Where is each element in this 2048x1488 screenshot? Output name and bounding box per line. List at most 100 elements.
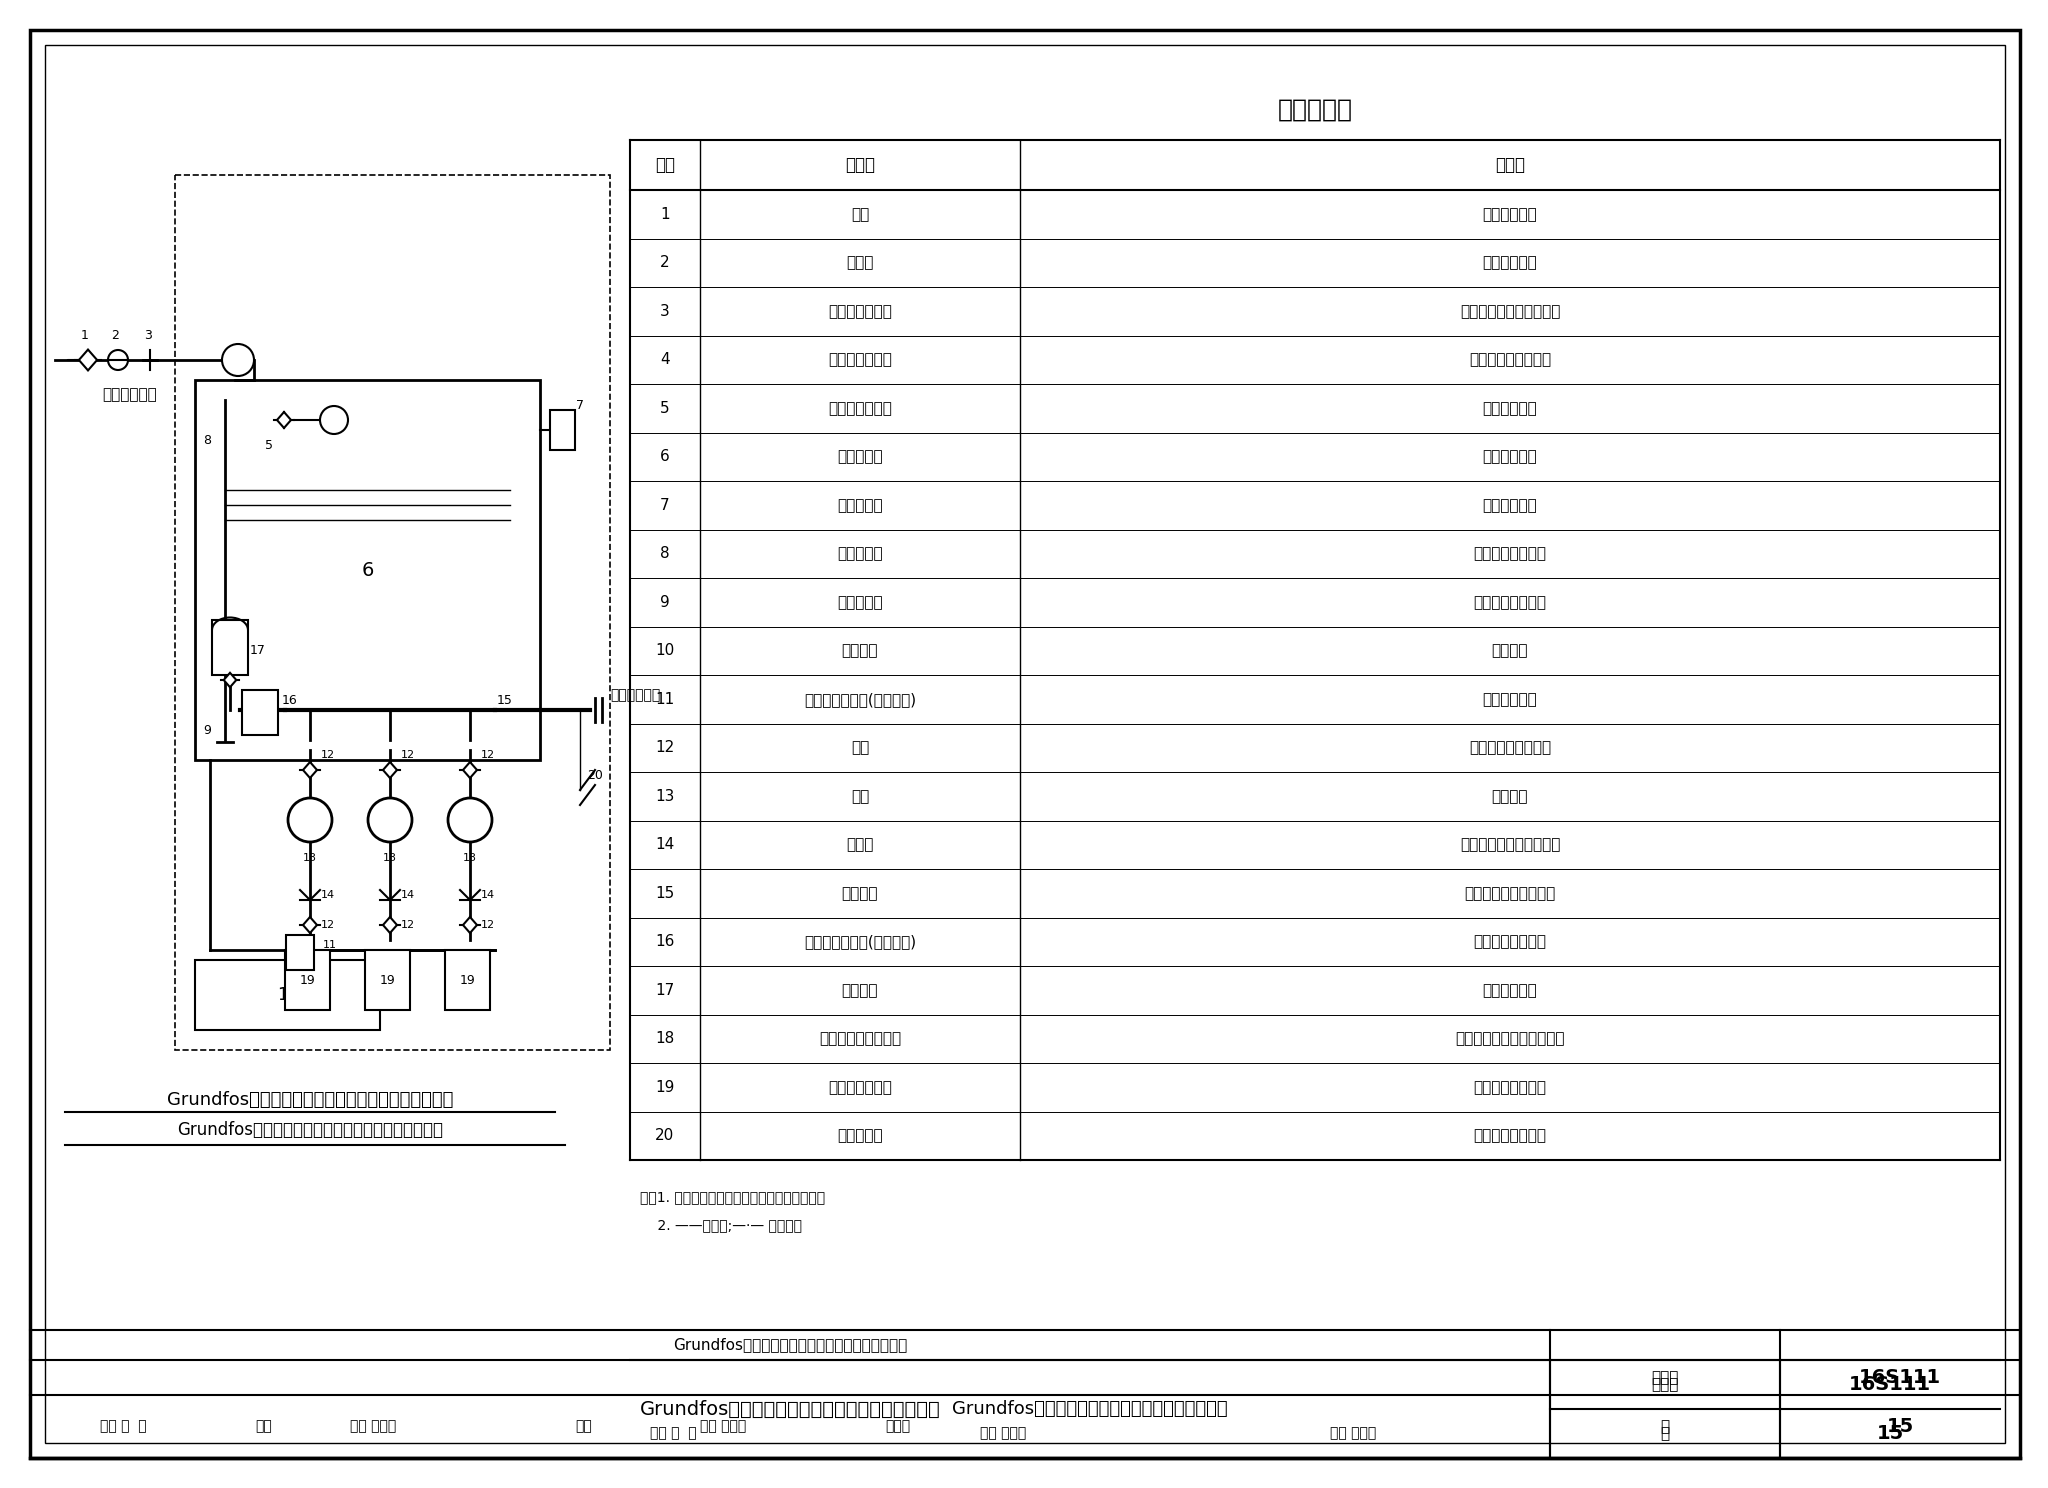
Text: 出水压力传感器(带压力表): 出水压力传感器(带压力表) bbox=[805, 934, 915, 949]
Text: 图集号: 图集号 bbox=[1651, 1376, 1679, 1391]
Text: 15: 15 bbox=[655, 885, 674, 900]
Text: 16S111: 16S111 bbox=[1860, 1367, 1942, 1387]
Text: 水箱超高液位溢流: 水箱超高液位溢流 bbox=[1473, 546, 1546, 561]
Text: 12: 12 bbox=[401, 920, 416, 930]
Text: 隔振、便于管路拆卸检修: 隔振、便于管路拆卸检修 bbox=[1460, 304, 1561, 318]
Polygon shape bbox=[276, 412, 291, 429]
Text: 不锈钢滤网: 不锈钢滤网 bbox=[838, 595, 883, 610]
Text: 检测水箱水位: 检测水箱水位 bbox=[1483, 498, 1538, 513]
Text: 2: 2 bbox=[659, 256, 670, 271]
Text: 审核 杜  鹏: 审核 杜 鹏 bbox=[100, 1420, 147, 1433]
Text: 15: 15 bbox=[1886, 1417, 1913, 1436]
Text: 9: 9 bbox=[203, 723, 211, 737]
Text: 19: 19 bbox=[655, 1080, 674, 1095]
Text: 7: 7 bbox=[575, 399, 584, 412]
Text: 页: 页 bbox=[1661, 1420, 1669, 1434]
Text: 杠鸣: 杠鸣 bbox=[256, 1420, 272, 1433]
Text: Grundfos系列全变频恒压供水设备组成及控制原理: Grundfos系列全变频恒压供水设备组成及控制原理 bbox=[674, 1338, 907, 1353]
Text: 1: 1 bbox=[659, 207, 670, 222]
Text: Grundfos系列全变频恒压供水设备组成及控制原理: Grundfos系列全变频恒压供水设备组成及控制原理 bbox=[639, 1400, 940, 1418]
Text: 7: 7 bbox=[659, 498, 670, 513]
Bar bbox=[287, 934, 313, 970]
Text: 11: 11 bbox=[324, 940, 338, 949]
Circle shape bbox=[221, 344, 254, 376]
Text: 注：1. 图中虚线框内为厂家成套设备供货范围。: 注：1. 图中虚线框内为厂家成套设备供货范围。 bbox=[639, 1190, 825, 1204]
Text: 12: 12 bbox=[322, 920, 336, 930]
Text: 过滤器: 过滤器 bbox=[846, 256, 874, 271]
Text: 14: 14 bbox=[481, 890, 496, 900]
Text: 液位传感器: 液位传感器 bbox=[838, 498, 883, 513]
Text: 水泵进、出水控制阀: 水泵进、出水控制阀 bbox=[1468, 740, 1550, 756]
Polygon shape bbox=[463, 762, 477, 778]
Polygon shape bbox=[303, 762, 317, 778]
Text: M: M bbox=[233, 354, 244, 366]
Text: 校对 刘旭军: 校对 刘旭军 bbox=[350, 1420, 395, 1433]
Polygon shape bbox=[285, 949, 330, 1010]
Text: 12: 12 bbox=[655, 740, 674, 756]
Text: 16S111: 16S111 bbox=[1849, 1375, 1931, 1394]
Polygon shape bbox=[383, 917, 397, 933]
Text: 校对 刘旭军: 校对 刘旭军 bbox=[981, 1427, 1026, 1440]
Text: 水泵吸水: 水泵吸水 bbox=[1491, 643, 1528, 658]
Text: 19: 19 bbox=[299, 973, 315, 987]
Text: 2: 2 bbox=[111, 329, 119, 342]
Text: 主要部件表: 主要部件表 bbox=[1278, 98, 1352, 122]
Text: 水泵: 水泵 bbox=[850, 789, 868, 804]
Circle shape bbox=[109, 350, 127, 371]
Text: 名　称: 名 称 bbox=[846, 156, 874, 174]
Text: 6: 6 bbox=[659, 449, 670, 464]
Text: 10: 10 bbox=[266, 964, 283, 976]
Text: 设计 杨昀昀: 设计 杨昀昀 bbox=[700, 1420, 745, 1433]
Text: 18: 18 bbox=[276, 987, 299, 1004]
Text: 12: 12 bbox=[481, 750, 496, 760]
Text: 17: 17 bbox=[250, 643, 266, 656]
Polygon shape bbox=[195, 379, 541, 760]
Polygon shape bbox=[463, 917, 477, 933]
Text: 阀门: 阀门 bbox=[850, 207, 868, 222]
Text: 防止用户管网压力水回流: 防止用户管网压力水回流 bbox=[1460, 838, 1561, 853]
Text: 智能水泵专用控制柜: 智能水泵专用控制柜 bbox=[819, 1031, 901, 1046]
Text: 16: 16 bbox=[283, 693, 297, 707]
Text: 8: 8 bbox=[203, 433, 211, 446]
Text: 4: 4 bbox=[659, 353, 670, 368]
Text: 接自供水管网: 接自供水管网 bbox=[102, 387, 158, 402]
Text: 水箱溢流管: 水箱溢流管 bbox=[838, 546, 883, 561]
Bar bbox=[242, 690, 279, 735]
Text: 序号: 序号 bbox=[655, 156, 676, 174]
Text: 数字集成变频器: 数字集成变频器 bbox=[827, 1080, 893, 1095]
Circle shape bbox=[369, 798, 412, 842]
Text: 14: 14 bbox=[401, 890, 416, 900]
Text: 水箱进水电动阀: 水箱进水电动阀 bbox=[827, 353, 893, 368]
Text: 控制水泵变频运行: 控制水泵变频运行 bbox=[1473, 1080, 1546, 1095]
Text: 管路检修时用: 管路检修时用 bbox=[1483, 207, 1538, 222]
Circle shape bbox=[449, 798, 492, 842]
Polygon shape bbox=[80, 350, 96, 371]
Text: 19: 19 bbox=[459, 973, 475, 987]
Text: 稳定系统压力: 稳定系统压力 bbox=[1483, 982, 1538, 998]
Text: 增压供水: 增压供水 bbox=[1491, 789, 1528, 804]
Text: 15: 15 bbox=[498, 693, 512, 707]
Text: 储存所需水量: 储存所需水量 bbox=[1483, 449, 1538, 464]
Text: 1: 1 bbox=[82, 329, 88, 342]
Polygon shape bbox=[444, 949, 489, 1010]
Text: Grundfos系列全变频恒压供水设备组成及控制原理图: Grundfos系列全变频恒压供水设备组成及控制原理图 bbox=[166, 1091, 453, 1109]
Text: 训鸡: 训鸡 bbox=[575, 1420, 592, 1433]
Text: 过滤管网进水: 过滤管网进水 bbox=[1483, 256, 1538, 271]
Text: 6: 6 bbox=[360, 561, 373, 579]
Text: 14: 14 bbox=[322, 890, 336, 900]
Text: 检测设备供水压力: 检测设备供水压力 bbox=[1473, 934, 1546, 949]
Text: 13: 13 bbox=[655, 789, 674, 804]
Polygon shape bbox=[383, 762, 397, 778]
Text: 12: 12 bbox=[481, 920, 496, 930]
Text: 16: 16 bbox=[655, 934, 674, 949]
Text: 止回阀: 止回阀 bbox=[846, 838, 874, 853]
Text: 水箱溢流时自动关闭: 水箱溢流时自动关闭 bbox=[1468, 353, 1550, 368]
Text: 可曲挠橡胶接头: 可曲挠橡胶接头 bbox=[827, 304, 893, 318]
Text: 5: 5 bbox=[659, 400, 670, 415]
Text: P: P bbox=[297, 949, 303, 960]
Text: 汇集水泵出水供给用户: 汇集水泵出水供给用户 bbox=[1464, 885, 1556, 900]
Circle shape bbox=[289, 798, 332, 842]
Text: 页: 页 bbox=[1661, 1426, 1669, 1440]
Text: 供连接消毒装置用: 供连接消毒装置用 bbox=[1473, 1128, 1546, 1143]
Text: 13: 13 bbox=[383, 853, 397, 863]
